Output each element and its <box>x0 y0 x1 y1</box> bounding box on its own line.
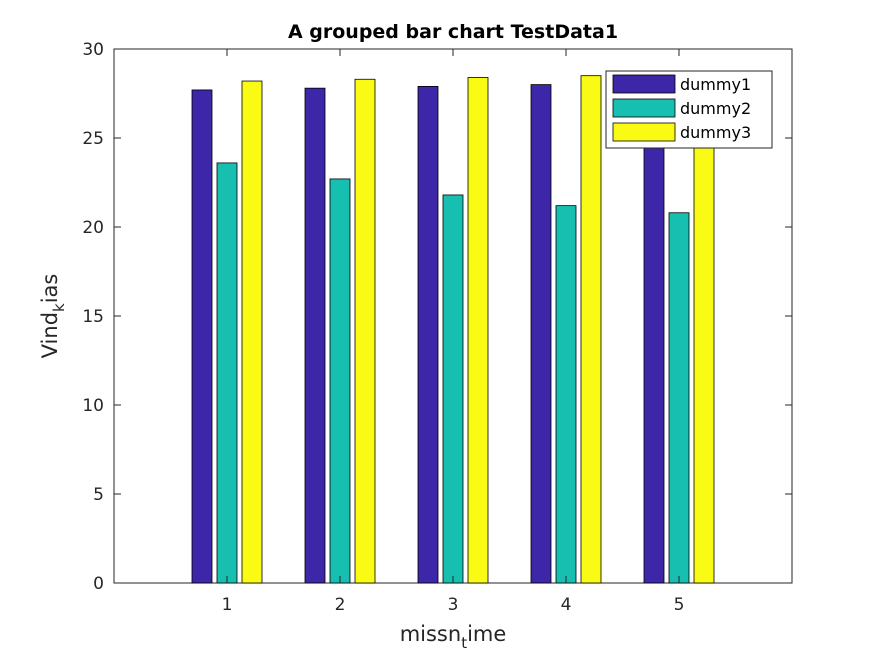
bar-dummy2-5 <box>668 212 690 584</box>
bar-dummy3-4 <box>580 75 602 584</box>
legend-swatch-dummy1 <box>612 74 676 94</box>
legend: dummy1 dummy2 dummy3 <box>605 70 773 149</box>
bar-dummy2-3 <box>442 194 464 584</box>
bar-groups <box>191 73 715 584</box>
legend-label-dummy2: dummy2 <box>680 99 751 118</box>
x-axis-label: missntime <box>400 622 507 652</box>
y-tick-label: 5 <box>93 485 104 505</box>
legend-label-dummy3: dummy3 <box>680 123 751 142</box>
y-tick-label: 25 <box>82 129 104 149</box>
bar-dummy3-3 <box>467 77 489 584</box>
y-axis-ticks: 0 5 10 15 20 25 30 <box>82 40 792 594</box>
bar-dummy1-2 <box>304 87 326 584</box>
x-tick-label: 5 <box>674 595 685 615</box>
bar-dummy1-5 <box>643 82 665 584</box>
bar-dummy2-1 <box>216 162 238 584</box>
y-tick-label: 30 <box>82 40 104 60</box>
y-axis-label: Vindkias <box>38 274 68 359</box>
bar-dummy3-2 <box>354 78 376 584</box>
x-tick-label: 2 <box>335 595 346 615</box>
y-tick-label: 20 <box>82 218 104 238</box>
x-axis-ticks: 1 2 3 4 5 <box>222 49 685 615</box>
y-tick-label: 0 <box>93 574 104 594</box>
legend-swatch-dummy2 <box>612 98 676 118</box>
chart-title: A grouped bar chart TestData1 <box>288 21 618 43</box>
y-tick-label: 10 <box>82 396 104 416</box>
bar-dummy3-5 <box>693 73 715 584</box>
x-tick-label: 1 <box>222 595 233 615</box>
bar-dummy1-4 <box>530 84 552 584</box>
x-tick-label: 3 <box>448 595 459 615</box>
legend-swatch-dummy3 <box>612 122 676 142</box>
bar-dummy1-1 <box>191 89 213 584</box>
y-tick-label: 15 <box>82 307 104 327</box>
bar-dummy1-3 <box>417 85 439 584</box>
x-tick-label: 4 <box>561 595 572 615</box>
bar-dummy3-1 <box>241 80 263 584</box>
bar-dummy2-4 <box>555 205 577 584</box>
bar-dummy2-2 <box>329 178 351 584</box>
legend-label-dummy1: dummy1 <box>680 75 751 94</box>
